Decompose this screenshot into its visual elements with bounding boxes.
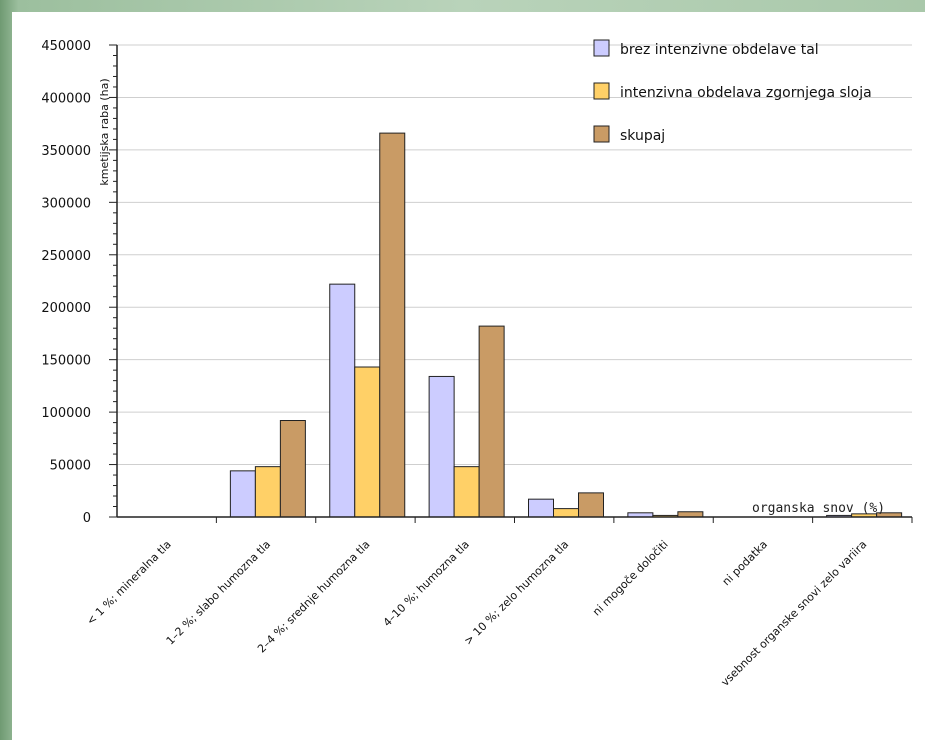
- y-tick-label: 150000: [41, 354, 91, 369]
- x-axis-label: organska snov (%): [752, 501, 885, 516]
- y-tick-label: 250000: [41, 249, 91, 264]
- bar: [453, 466, 480, 518]
- axes: [109, 44, 913, 523]
- y-tick-label: 300000: [41, 196, 91, 211]
- y-axis-label: kmetijska raba (ha): [98, 78, 111, 185]
- legend: brez intenzivne obdelave tal intenzivna o…: [593, 39, 872, 144]
- chart-frame: 0 50000 100000 150000 200000 250000 300000 3500…: [12, 12, 925, 740]
- y-tick-labels: 0 50000 100000 150000 200000 250000 300000 3500…: [41, 39, 91, 526]
- y-tick-label: 450000: [41, 39, 91, 54]
- bar: [379, 132, 406, 518]
- legend-swatch: [593, 125, 610, 143]
- legend-swatch: [593, 39, 610, 57]
- bar: [354, 366, 381, 518]
- x-category-label: 1–2 %; slabo humozna tla: [164, 538, 274, 648]
- legend-label: intenzivna obdelava zgornjega sloja: [620, 85, 872, 101]
- legend-label: skupaj: [620, 128, 665, 144]
- x-category-label: ni podatka: [720, 538, 770, 588]
- bars: [229, 132, 903, 518]
- x-category-label: > 10 %; zelo humozna tla: [462, 538, 572, 648]
- bar: [478, 325, 505, 518]
- bar-chart: 0 50000 100000 150000 200000 250000 300000 3500…: [41, 39, 913, 689]
- legend-swatch: [593, 82, 610, 100]
- x-category-label: 2–4 %; srednje humozna tla: [255, 538, 373, 656]
- x-category-label: < 1 %; mineralna tla: [84, 538, 174, 628]
- x-category-label: 4–10 %; humozna tla: [381, 538, 472, 629]
- bar: [428, 375, 455, 518]
- bar: [229, 470, 256, 518]
- y-tick-label: 400000: [41, 91, 91, 106]
- legend-label: brez intenzivne obdelave tal: [620, 42, 819, 58]
- bar: [329, 283, 356, 518]
- gridlines: [117, 44, 912, 466]
- y-tick-label: 50000: [50, 459, 91, 474]
- x-category-label: ni mogoče določiti: [590, 538, 671, 619]
- bar: [553, 508, 579, 518]
- bar: [528, 498, 554, 518]
- bar: [677, 511, 704, 518]
- bar: [254, 466, 281, 518]
- y-tick-label: 350000: [41, 144, 91, 159]
- y-tick-label: 100000: [41, 406, 91, 421]
- bar: [279, 420, 306, 518]
- bar: [578, 492, 604, 518]
- y-tick-label: 200000: [41, 301, 91, 316]
- y-tick-label: 0: [83, 511, 91, 526]
